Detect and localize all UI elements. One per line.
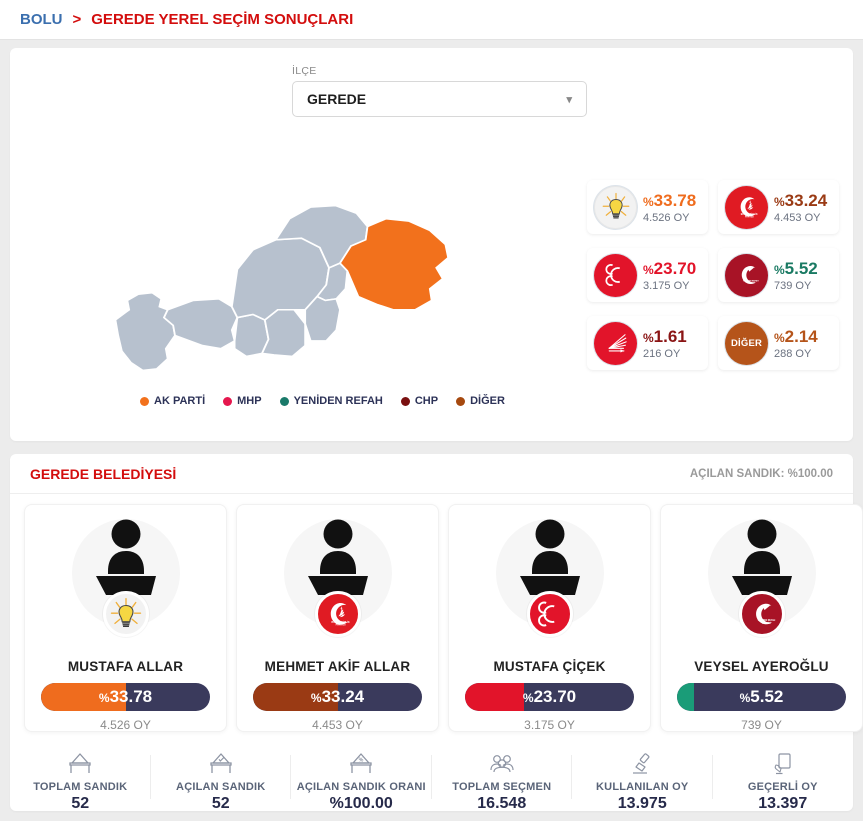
svg-text:PARTİSİ: PARTİSİ xyxy=(747,282,755,285)
svg-text:PARTİSİ: PARTİSİ xyxy=(761,622,770,625)
svg-text:PARTİSİ: PARTİSİ xyxy=(335,623,345,627)
svg-text:BÜYÜK BİRLİK: BÜYÜK BİRLİK xyxy=(740,213,757,216)
svg-text:PARTİSİ: PARTİSİ xyxy=(744,215,753,218)
svg-text:YENİDEN REFAH: YENİDEN REFAH xyxy=(757,619,775,622)
